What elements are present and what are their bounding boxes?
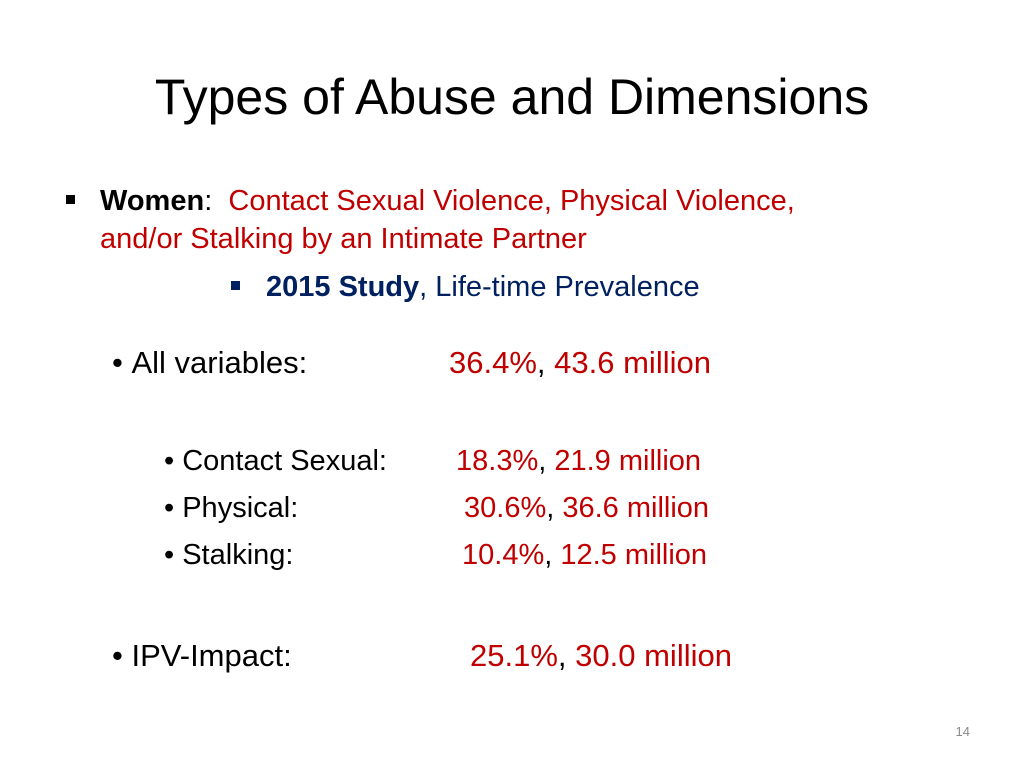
women-label: Women [100,185,205,217]
women-colon: : [204,185,213,217]
bullet-dot-icon: • [164,539,175,571]
item-value: 10.4%, 12.5 million [462,536,707,574]
study-line: 2015 Study, Life-time Prevalence [266,269,700,305]
page-number: 14 [955,724,970,739]
item-separator: , [544,539,553,571]
item-label: IPV-Impact: [131,638,292,673]
list-item-physical: • Physical: [164,489,298,527]
item-value: 30.6%, 36.6 million [464,489,709,527]
item-separator: , [546,492,555,524]
item-label: Physical: [182,492,299,524]
item-value: 18.3%, 21.9 million [456,442,701,480]
item-count: 12.5 million [560,539,708,571]
item-percent: 36.4% [449,345,537,380]
study-description: , Life-time Prevalence [419,271,700,303]
item-value: 25.1%, 30.0 million [470,636,732,676]
list-item-stalking: • Stalking: [164,536,293,574]
item-label: All variables: [131,345,308,380]
item-percent: 18.3% [456,445,539,477]
study-label: 2015 Study [266,271,420,303]
slide-title: Types of Abuse and Dimensions [154,69,870,125]
bullet-dot-icon: • [112,638,123,673]
item-count: 36.6 million [562,492,710,524]
women-description-line1: Contact Sexual Violence, Physical Violen… [228,185,795,217]
square-bullet-icon [66,195,75,204]
item-separator: , [538,445,547,477]
list-item-contact-sexual: • Contact Sexual: [164,442,387,480]
item-count: 21.9 million [554,445,702,477]
list-item-ipv-impact: • IPV-Impact: [112,636,292,676]
item-count: 43.6 million [554,345,711,380]
women-description-line2: and/or Stalking by an Intimate Partner [100,223,587,255]
bullet-dot-icon: • [164,492,175,524]
item-separator: , [557,638,567,673]
item-separator: , [536,345,546,380]
women-heading-line: Women: Contact Sexual Violence, Physical… [100,183,795,219]
list-item-all-variables: • All variables: [112,343,307,383]
item-value: 36.4%, 43.6 million [449,343,711,383]
bullet-dot-icon: • [112,345,123,380]
item-percent: 10.4% [462,539,545,571]
item-count: 30.0 million [575,638,732,673]
bullet-dot-icon: • [164,445,175,477]
item-label: Stalking: [182,539,294,571]
square-bullet-icon [231,281,240,290]
item-percent: 30.6% [464,492,547,524]
item-label: Contact Sexual: [182,445,387,477]
item-percent: 25.1% [470,638,558,673]
